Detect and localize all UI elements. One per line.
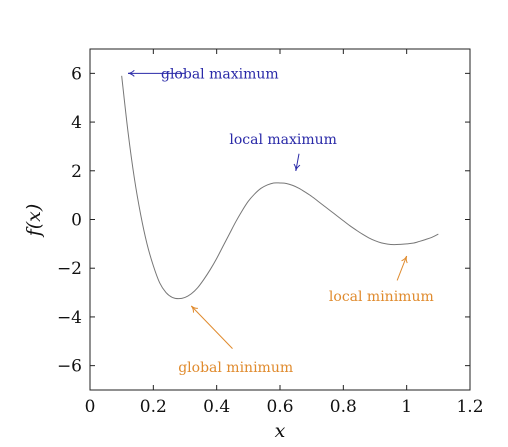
annotation-label: global maximum <box>161 66 279 82</box>
annotation-arrow <box>190 305 233 349</box>
y-axis-label: f(x) <box>23 204 45 239</box>
series-line <box>121 75 439 300</box>
curve-layer <box>121 75 439 300</box>
annotation-label: local minimum <box>329 289 434 305</box>
y-tick-label: −6 <box>57 357 82 377</box>
annotation-arrowhead <box>401 255 408 264</box>
plot-area <box>89 48 471 391</box>
x-tick-label: 0.8 <box>330 397 357 417</box>
annotation-label: global minimum <box>178 360 293 376</box>
annotation-arrow <box>295 153 300 171</box>
x-axis-label: x <box>275 420 286 442</box>
x-tick-label: 0.4 <box>203 397 230 417</box>
annotation-arrowhead <box>127 69 135 77</box>
y-tick-label: 2 <box>71 162 82 182</box>
y-tick-label: 6 <box>71 64 82 84</box>
x-tick-label: 0 <box>85 397 96 417</box>
annotation-layer: global maximum local maximum local minimum… <box>127 66 434 376</box>
annotation-arrow <box>396 255 408 281</box>
x-tick-label: 0.2 <box>140 397 167 417</box>
x-tick-label: 1 <box>401 397 412 417</box>
y-tick-label: 0 <box>71 211 82 231</box>
y-tick-label: 4 <box>71 113 82 133</box>
x-tick-label: 0.6 <box>266 397 293 417</box>
y-tick-label: −4 <box>57 308 82 328</box>
ticks-layer: 0 0.2 0.4 0.6 0.8 1 1.2 −6 −4 −2 0 2 4 6 <box>57 49 484 417</box>
plot-frame <box>89 48 471 391</box>
y-tick-label: −2 <box>57 259 82 279</box>
annotation-label: local maximum <box>229 132 337 148</box>
x-tick-label: 1.2 <box>456 397 483 417</box>
